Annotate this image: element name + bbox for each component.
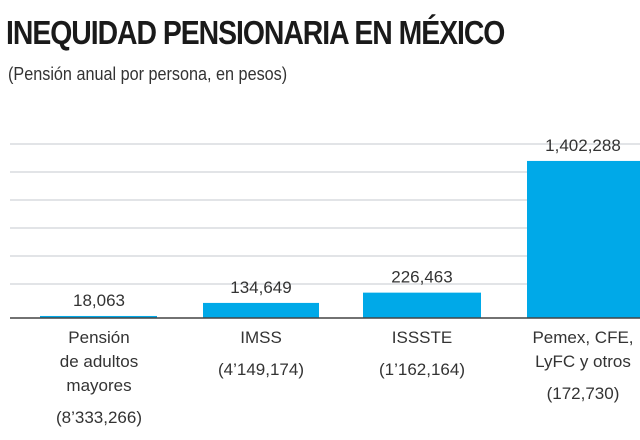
category-name: LyFC y otros (535, 352, 631, 371)
data-label: 18,063 (73, 291, 125, 310)
bar (203, 302, 319, 318)
category-count: (4’149,174) (217, 360, 304, 379)
category-count: (172,730) (546, 384, 620, 403)
bar (40, 315, 157, 318)
chart-title: INEQUIDAD PENSIONARIA EN MÉXICO (6, 14, 505, 51)
data-label: 226,463 (391, 268, 452, 287)
category-name: IMSS (240, 328, 282, 347)
category-name: Pensión (68, 328, 130, 347)
bar (527, 160, 640, 318)
bar (363, 292, 481, 318)
data-label: 1,402,288 (545, 136, 621, 155)
category-count: (1’162,164) (378, 360, 465, 379)
category-label: Pemex, CFE, LyFC y otros (172,730) (503, 326, 640, 406)
category-label: Pensión de adultos mayores (8’333,266) (19, 326, 179, 430)
category-name: mayores (66, 376, 132, 395)
category-name: de adultos (59, 352, 139, 371)
category-name: ISSSTE (391, 328, 453, 347)
category-count: (8’333,266) (55, 408, 142, 427)
chart-subtitle: (Pensión anual por persona, en pesos) (8, 64, 288, 84)
category-label: ISSSTE (1’162,164) (342, 326, 502, 382)
category-name: Pemex, CFE, (532, 328, 634, 347)
data-label: 134,649 (230, 278, 291, 297)
category-label: IMSS (4’149,174) (181, 326, 341, 382)
